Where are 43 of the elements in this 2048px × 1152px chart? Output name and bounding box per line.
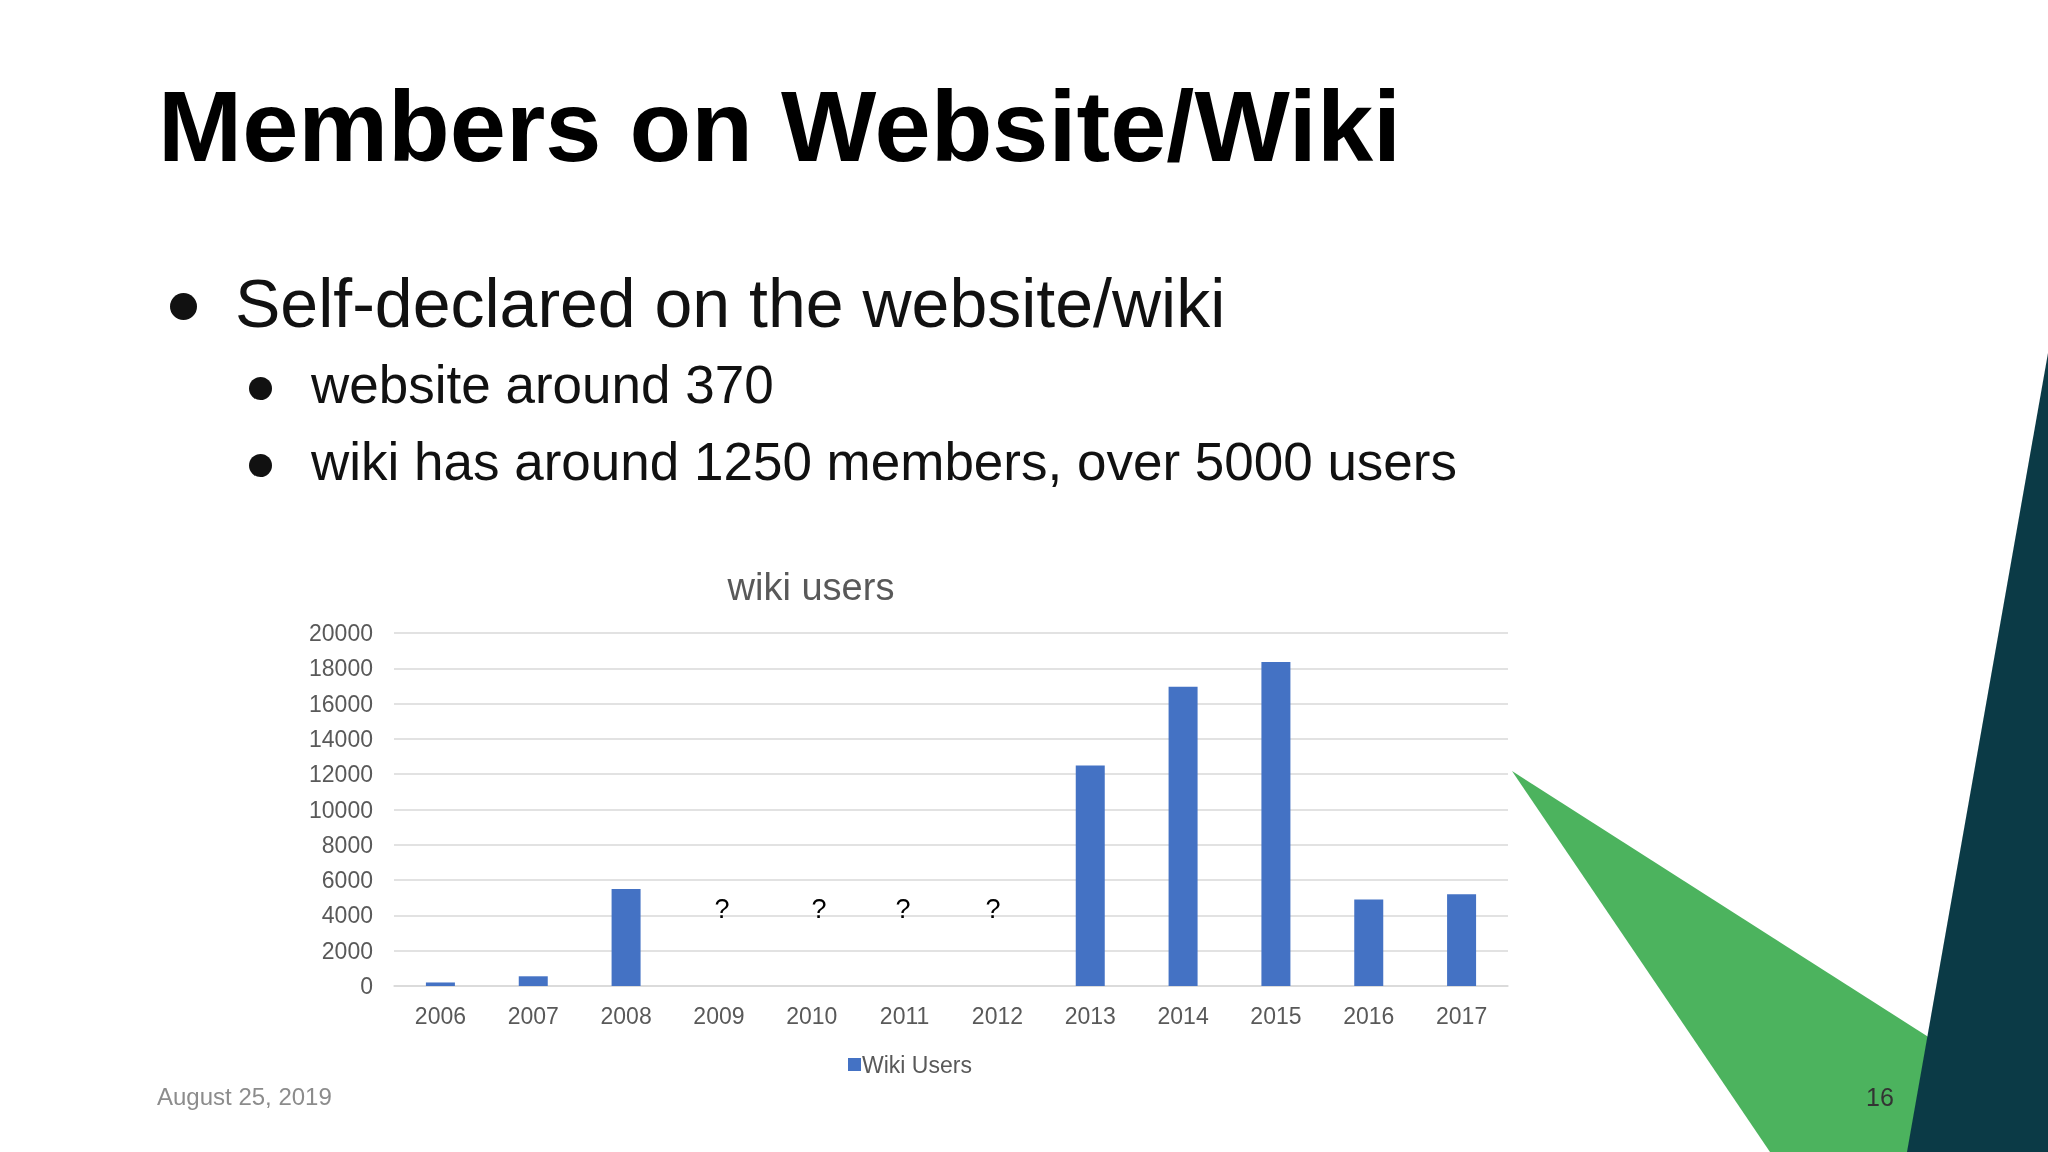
y-tick-label: 6000 <box>321 867 373 894</box>
y-tick-label: 0 <box>360 973 373 999</box>
text: Self-declared on the website/wiki <box>235 263 1226 343</box>
y-tick-label: 10000 <box>309 796 373 823</box>
bar <box>1261 662 1291 986</box>
x-tick-label: 2010 <box>786 1002 838 1029</box>
text: 16 <box>1866 1082 1894 1112</box>
bar <box>611 888 641 986</box>
chart-title: Members on Website/Wiki <box>158 68 1402 184</box>
annotation: ? <box>895 894 911 926</box>
y-tick-label: 16000 <box>309 690 373 717</box>
bar <box>425 982 455 986</box>
bar <box>518 976 548 986</box>
y-tick-label: 12000 <box>309 761 373 788</box>
bar <box>1354 899 1384 986</box>
bar <box>1168 686 1198 986</box>
x-tick-label: 2014 <box>1157 1002 1209 1029</box>
x-tick-label: 2008 <box>600 1002 652 1029</box>
legend-label: Wiki Users <box>862 1051 972 1078</box>
x-tick-label: 2013 <box>1064 1002 1116 1029</box>
y-tick-label: 20000 <box>309 620 373 646</box>
x-tick-label: 2012 <box>971 1002 1023 1029</box>
x-tick-label: 2007 <box>507 1002 559 1029</box>
x-tick-label: 2015 <box>1250 1002 1302 1029</box>
x-tick-label: 2009 <box>693 1002 745 1029</box>
y-tick-label: 2000 <box>321 937 373 964</box>
bar <box>1447 894 1477 986</box>
x-tick-label: 2006 <box>414 1002 466 1029</box>
y-tick-label: 4000 <box>321 902 373 929</box>
annotation: ? <box>811 894 827 926</box>
y-tick-label: 8000 <box>321 831 373 858</box>
text: website around 370 <box>311 354 774 416</box>
y-tick-label: 14000 <box>309 725 373 752</box>
bar <box>1075 765 1105 986</box>
annotation: ? <box>985 894 1001 926</box>
chart-subtitle: wiki users <box>726 566 895 608</box>
x-tick-label: 2011 <box>879 1002 930 1029</box>
annotation: ? <box>714 894 730 926</box>
text: wiki has around 1250 members, over 5000 users <box>311 431 1457 493</box>
y-tick-label: 18000 <box>309 655 373 682</box>
x-tick-label: 2017 <box>1436 1002 1488 1029</box>
x-tick-label: 2016 <box>1343 1002 1395 1029</box>
text: August 25, 2019 <box>157 1083 332 1111</box>
